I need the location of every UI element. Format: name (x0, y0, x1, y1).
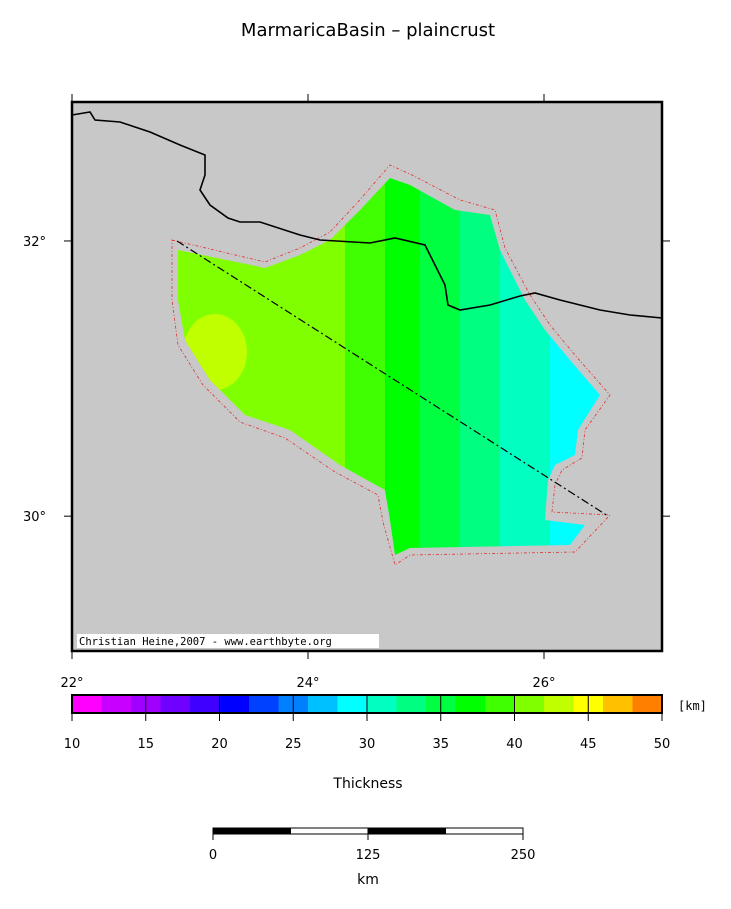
scalebar-segment (367, 827, 446, 835)
colorbar-segment (514, 695, 544, 713)
cell (420, 178, 462, 555)
colorbar-segment (455, 695, 485, 713)
scalebar-tick-label: 0 (209, 848, 217, 863)
colorbar-tick-label: 15 (137, 737, 154, 752)
cell (460, 178, 502, 555)
lon-label: 22° (60, 676, 83, 691)
colorbar-tick-label: 50 (654, 737, 671, 752)
scalebar-tick-label: 125 (356, 848, 381, 863)
profile-line (176, 240, 609, 517)
colorbar-segment (308, 695, 338, 713)
colorbar-tick-label: 20 (211, 737, 228, 752)
credit: Christian Heine,2007 - www.earthbyte.org (79, 636, 332, 648)
colorbar-segment (485, 695, 515, 713)
colorbar-tick-label: 40 (506, 737, 523, 752)
colorbar-segment (337, 695, 367, 713)
lat-label: 30° (23, 510, 46, 525)
scalebar-segment (445, 827, 524, 835)
scalebar-segment (290, 827, 369, 835)
colorbar-tick-label: 45 (580, 737, 597, 752)
colorbar-segment (101, 695, 131, 713)
map-frame (70, 100, 664, 653)
title: MarmaricaBasin – plaincrust (241, 20, 495, 41)
coastline (71, 111, 663, 319)
colorbar-segment (72, 695, 102, 713)
colorbar-segment (632, 695, 662, 713)
colorbar-segment (160, 695, 190, 713)
colorbar-label: Thickness (332, 776, 402, 792)
colorbar-segment (219, 695, 249, 713)
scalebar-tick-label: 250 (511, 848, 536, 863)
cell (385, 178, 422, 555)
lat-label: 32° (23, 235, 46, 250)
scalebar-unit: km (357, 872, 379, 888)
colorbar-segment (249, 695, 279, 713)
lon-label: 26° (532, 676, 555, 691)
credit-box (77, 634, 379, 648)
colorbar-segment (396, 695, 426, 713)
colorbar-segment (367, 695, 397, 713)
scalebar-segment (212, 827, 291, 835)
colorbar-tick-label: 30 (359, 737, 376, 752)
colorbar-tick-label: 25 (285, 737, 302, 752)
colorbar-unit: [km] (678, 699, 707, 713)
colorbar-tick-label: 10 (64, 737, 81, 752)
colorbar-segment (190, 695, 220, 713)
lon-label: 24° (296, 676, 319, 691)
basin-outline (171, 164, 611, 566)
colorbar-segment (544, 695, 574, 713)
colorbar-segment (603, 695, 633, 713)
colorbar-tick-label: 35 (432, 737, 449, 752)
